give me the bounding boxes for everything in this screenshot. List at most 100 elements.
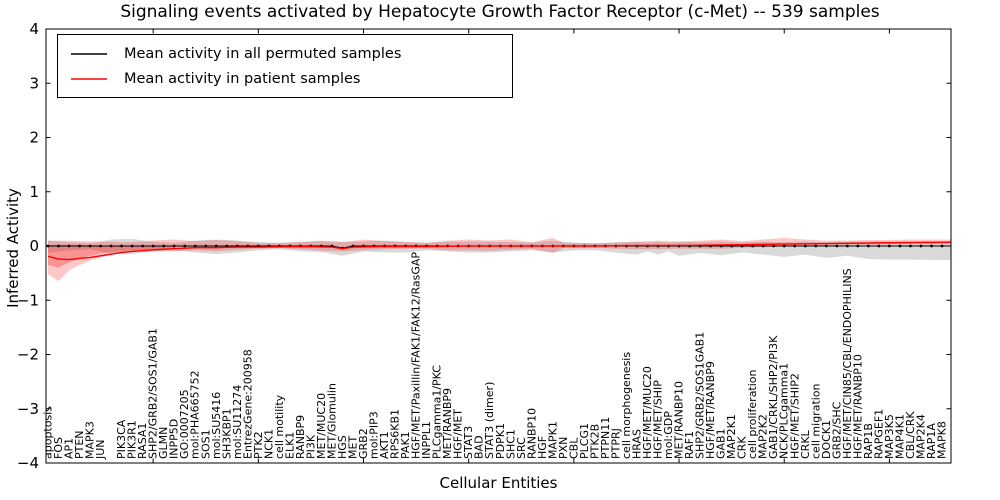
x-entity-label: PI3K [304,434,317,459]
x-entity-label: HRAS [630,429,643,459]
x-entity-label: DOCK1 [820,420,833,459]
x-entity-label: MAP2K4 [914,414,927,459]
x-entity-label: HGS [336,435,349,459]
data-marker [835,244,839,248]
data-marker [204,244,208,248]
data-marker [193,244,197,248]
x-entity-label: HGF/MET/Paxillin/FAK1/FAK12/RasGAP [410,252,423,459]
data-marker [130,244,134,248]
x-entity-label: CRKL [799,429,812,459]
x-entity-label: mol:PHA665752 [189,370,202,459]
band-2 [48,244,175,268]
x-entity-label: GAB1 [715,428,728,459]
x-entity-label: PTEN [73,430,86,459]
x-entity-label: SHC1 [504,429,517,459]
x-entity-label: GLMN [157,427,170,459]
x-entity-label: MAPK8 [936,421,949,459]
legend-item-permuted: Mean activity in all permuted samples [70,41,502,66]
x-entity-label: mol:SU5416 [210,392,223,459]
x-entity-label: GRB2 [357,428,370,459]
x-entity-label: FOS [52,437,65,459]
y-tick-label: 1 [29,183,39,201]
x-entity-label: MET [347,436,360,459]
legend-line-black [71,52,107,55]
data-marker [782,244,786,248]
x-entity-label: HGF/MET/RANBP10 [851,354,864,459]
x-entity-label: NCK1 [262,429,275,459]
x-entity-label: RASA1 [136,423,149,459]
legend-label-patient: Mean activity in patient samples [124,70,361,87]
chart-title: Signaling events activated by Hepatocyte… [120,2,880,22]
data-marker [57,244,60,248]
x-entity-label: cell migration [809,383,822,459]
x-entity-label: MET/Glomulin [325,383,338,459]
data-marker [824,244,828,248]
data-marker [120,244,124,248]
data-marker [172,244,176,248]
y-tick-label: 2 [29,129,39,147]
data-marker [183,244,187,248]
x-entity-label: ELK1 [283,432,296,459]
x-entity-label: PLCgamma1/PKC [431,365,444,459]
y-tick-label: 4 [29,20,39,38]
x-entity-label: cell motility [273,394,286,459]
data-marker [930,244,933,248]
x-entity-label: RAP1B [862,423,875,459]
data-marker [162,244,166,248]
x-entity-label: RANBP10 [525,408,538,459]
x-entity-label: INPPL1 [420,421,433,459]
data-marker [803,244,807,248]
x-entity-label: EntrezGene:200958 [241,349,254,459]
x-entity-label: STAT3 [462,426,475,459]
x-entity-label: PAK1 [399,431,412,459]
x-entity-label: apoptosis [42,406,55,459]
x-entity-label: NCK/PLCgamma1 [778,363,791,459]
x-entity-label: GO:0007205 [178,389,191,459]
y-tick-label: −1 [17,291,39,309]
x-entity-label: BAD [473,435,486,459]
data-marker [151,244,155,248]
x-entity-label: CRK [736,436,749,459]
data-marker [814,244,818,248]
x-entity-label: MAPK1 [546,421,559,459]
data-marker [866,244,870,248]
data-marker [99,244,102,248]
data-marker [919,244,923,248]
data-marker [940,244,944,248]
y-tick-label: −2 [17,346,39,364]
x-entity-label: mol:PIP3 [368,411,381,459]
x-entity-label: mol:SU11274 [231,385,244,459]
data-marker [877,244,881,248]
x-axis-label: Cellular Entities [439,474,558,492]
x-entity-label: HGF/MET/RANBP9 [704,361,717,459]
x-entity-label: SH3KBP1 [220,408,233,459]
x-entity-label: SHP2/GRB2/SOS1GAB1 [694,332,707,459]
x-entity-label: PIK3R1 [126,420,139,459]
x-entity-label: HGF/MET/SHIP [652,380,665,459]
data-marker [888,244,891,248]
x-entity-label: SRC [515,437,528,459]
x-entity-label: PXN [557,437,570,459]
legend-line-red [71,77,107,80]
legend-item-patient: Mean activity in patient samples [70,66,502,91]
data-marker [214,244,218,248]
data-marker [898,244,902,248]
x-entity-label: MET/MUC20 [315,393,328,459]
x-entity-label: RPS6KB1 [389,409,402,459]
x-entity-label: JUN [94,439,107,460]
x-entity-label: SOS1 [199,429,212,459]
x-entity-label: RAF1 [683,431,696,459]
data-marker [751,244,755,248]
x-entity-label: HGF/MET/MUC20 [641,366,654,459]
x-entity-label: HGF/MET/CIN85/CBL/ENDOPHILINS [841,268,854,459]
x-entity-label: PDPK1 [494,423,507,459]
x-entity-label: AP1 [63,438,76,459]
data-marker [88,244,92,248]
x-entity-label: MAP3K5 [883,414,896,459]
x-entity-label: MAP2K2 [757,414,770,459]
x-entity-label: RAPGEF1 [872,409,885,459]
x-entity-label: PIK3CA [115,419,128,459]
x-entity-label: PTK2 [252,431,265,459]
data-marker [761,244,765,248]
